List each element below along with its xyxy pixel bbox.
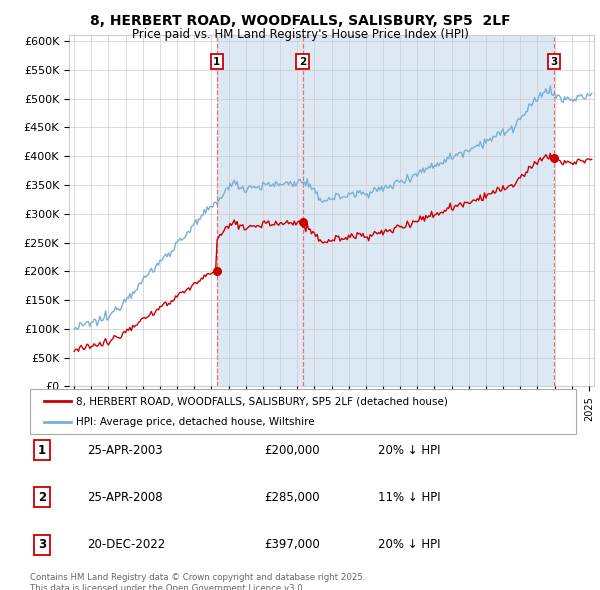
- Text: 11% ↓ HPI: 11% ↓ HPI: [378, 491, 440, 504]
- Text: £200,000: £200,000: [264, 444, 320, 457]
- Text: 25-APR-2008: 25-APR-2008: [87, 491, 163, 504]
- Text: 8, HERBERT ROAD, WOODFALLS, SALISBURY, SP5 2LF (detached house): 8, HERBERT ROAD, WOODFALLS, SALISBURY, S…: [76, 396, 448, 407]
- Text: £285,000: £285,000: [264, 491, 320, 504]
- Text: 3: 3: [38, 538, 46, 551]
- Text: 20-DEC-2022: 20-DEC-2022: [87, 538, 165, 551]
- Text: Price paid vs. HM Land Registry's House Price Index (HPI): Price paid vs. HM Land Registry's House …: [131, 28, 469, 41]
- Text: 1: 1: [213, 57, 221, 67]
- Text: 8, HERBERT ROAD, WOODFALLS, SALISBURY, SP5  2LF: 8, HERBERT ROAD, WOODFALLS, SALISBURY, S…: [89, 14, 511, 28]
- Text: 20% ↓ HPI: 20% ↓ HPI: [378, 538, 440, 551]
- Bar: [302, 35, 554, 386]
- Bar: [217, 35, 302, 386]
- Text: 20% ↓ HPI: 20% ↓ HPI: [378, 444, 440, 457]
- Text: 25-APR-2003: 25-APR-2003: [87, 444, 163, 457]
- Text: Contains HM Land Registry data © Crown copyright and database right 2025.
This d: Contains HM Land Registry data © Crown c…: [30, 573, 365, 590]
- Text: 1: 1: [38, 444, 46, 457]
- Text: HPI: Average price, detached house, Wiltshire: HPI: Average price, detached house, Wilt…: [76, 417, 315, 427]
- Text: 2: 2: [299, 57, 307, 67]
- Text: £397,000: £397,000: [264, 538, 320, 551]
- Text: 2: 2: [38, 491, 46, 504]
- Text: 3: 3: [550, 57, 557, 67]
